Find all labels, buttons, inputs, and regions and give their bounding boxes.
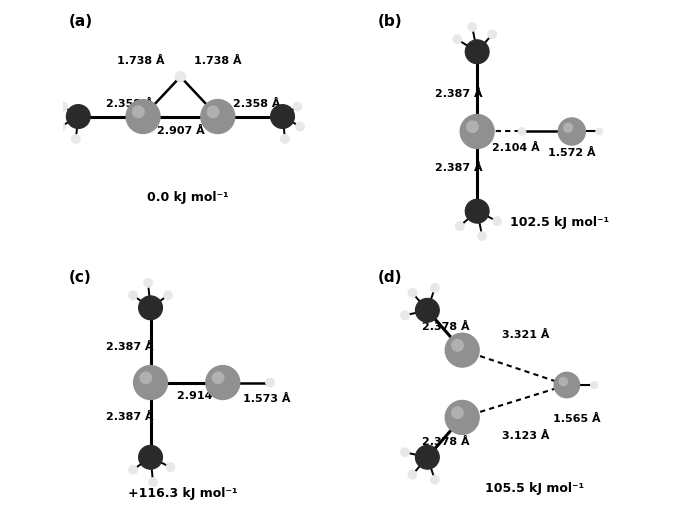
Text: 2.907 Å: 2.907 Å <box>157 126 204 136</box>
Circle shape <box>56 122 65 131</box>
Text: 1.738 Å: 1.738 Å <box>194 56 242 66</box>
Text: 1.565 Å: 1.565 Å <box>553 414 601 425</box>
Text: 2.387 Å: 2.387 Å <box>105 342 153 352</box>
Text: (b): (b) <box>377 15 402 30</box>
Circle shape <box>554 372 580 398</box>
Circle shape <box>415 445 439 469</box>
Circle shape <box>71 134 80 143</box>
Circle shape <box>596 128 603 135</box>
Circle shape <box>295 122 304 131</box>
Circle shape <box>415 298 439 322</box>
Circle shape <box>401 311 410 320</box>
Text: 1.573 Å: 1.573 Å <box>242 394 290 404</box>
Circle shape <box>465 199 489 223</box>
Text: 2.358 Å: 2.358 Å <box>233 99 280 108</box>
Circle shape <box>175 72 186 82</box>
Text: 2.387 Å: 2.387 Å <box>435 89 482 99</box>
Text: 102.5 kJ mol⁻¹: 102.5 kJ mol⁻¹ <box>510 216 609 229</box>
Circle shape <box>66 105 90 129</box>
Circle shape <box>430 475 439 484</box>
Circle shape <box>134 365 167 400</box>
Circle shape <box>132 105 145 118</box>
Text: 2.914 Å: 2.914 Å <box>177 391 225 401</box>
Text: 2.104 Å: 2.104 Å <box>492 143 540 154</box>
Text: 3.321 Å: 3.321 Å <box>502 330 549 340</box>
Circle shape <box>465 40 489 64</box>
Circle shape <box>139 372 152 384</box>
Circle shape <box>206 365 240 400</box>
Circle shape <box>445 401 479 434</box>
Text: (d): (d) <box>377 270 402 285</box>
Circle shape <box>563 122 573 133</box>
Circle shape <box>129 291 138 300</box>
Circle shape <box>590 381 598 389</box>
Circle shape <box>408 289 417 297</box>
Circle shape <box>149 477 158 487</box>
Circle shape <box>493 216 501 226</box>
Circle shape <box>451 339 464 352</box>
Circle shape <box>558 377 568 386</box>
Text: 2.378 Å: 2.378 Å <box>423 322 470 332</box>
Text: (a): (a) <box>68 15 92 30</box>
Circle shape <box>460 115 494 148</box>
Circle shape <box>201 100 235 133</box>
Circle shape <box>129 465 138 474</box>
Circle shape <box>408 470 417 479</box>
Text: 105.5 kJ mol⁻¹: 105.5 kJ mol⁻¹ <box>485 482 584 495</box>
Circle shape <box>293 102 302 111</box>
Circle shape <box>466 120 479 133</box>
Circle shape <box>266 378 275 387</box>
Circle shape <box>166 463 175 472</box>
Text: 2.378 Å: 2.378 Å <box>423 436 470 447</box>
Circle shape <box>451 406 464 419</box>
Circle shape <box>207 105 219 118</box>
Text: (c): (c) <box>68 270 91 285</box>
Text: 2.387 Å: 2.387 Å <box>435 163 482 173</box>
Text: 2.387 Å: 2.387 Å <box>105 412 153 422</box>
Circle shape <box>212 372 225 384</box>
Circle shape <box>126 100 160 133</box>
Text: 0.0 kJ mol⁻¹: 0.0 kJ mol⁻¹ <box>147 191 229 204</box>
Circle shape <box>468 22 477 31</box>
Circle shape <box>453 35 462 44</box>
Circle shape <box>281 134 290 143</box>
Circle shape <box>401 448 410 457</box>
Circle shape <box>445 333 479 367</box>
Circle shape <box>271 105 295 129</box>
Text: +116.3 kJ mol⁻¹: +116.3 kJ mol⁻¹ <box>128 487 238 500</box>
Circle shape <box>164 291 173 300</box>
Circle shape <box>430 283 439 292</box>
Circle shape <box>558 118 586 145</box>
Text: 1.572 Å: 1.572 Å <box>548 148 596 158</box>
Text: 3.123 Å: 3.123 Å <box>502 430 549 441</box>
Circle shape <box>477 231 486 241</box>
Text: 1.738 Å: 1.738 Å <box>116 56 164 66</box>
Circle shape <box>518 128 526 135</box>
Circle shape <box>456 222 464 230</box>
Circle shape <box>138 296 162 320</box>
Circle shape <box>488 30 497 39</box>
Text: 2.358 Å: 2.358 Å <box>105 99 153 108</box>
Circle shape <box>144 278 153 288</box>
Circle shape <box>138 445 162 469</box>
Circle shape <box>59 102 68 111</box>
